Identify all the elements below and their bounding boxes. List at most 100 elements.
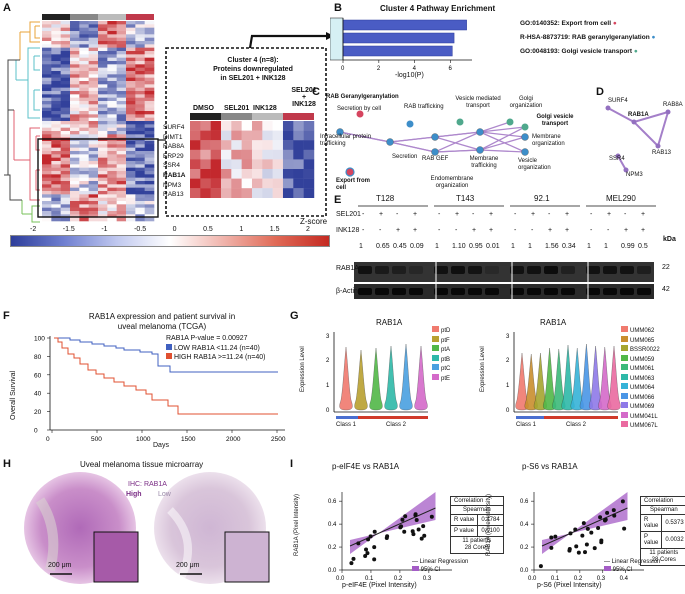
- heatmap-cell: [70, 64, 80, 68]
- heatmap-cell: [116, 91, 127, 95]
- heatmap-cell: [60, 77, 71, 82]
- heatmap-cell: [60, 34, 71, 38]
- i-point: [580, 533, 585, 538]
- heatmap-cell: [144, 197, 155, 202]
- heatmap-cell: [79, 114, 89, 118]
- heatmap-cell: [88, 47, 99, 52]
- heatmap-cell: [79, 64, 89, 68]
- zoom-heatmap-cell: [251, 188, 263, 198]
- c-node-intracellular: Intracellular protein trafficking: [320, 134, 372, 147]
- heatmap-cell: [107, 127, 117, 132]
- heatmap-cell: [98, 44, 108, 48]
- i-point: [592, 546, 597, 551]
- heatmap-cell: [107, 171, 117, 175]
- g-legend-right-swatch: [621, 411, 628, 418]
- heatmap-cell: [70, 104, 80, 108]
- zoom-heatmap-cell: [190, 169, 201, 179]
- e-sel201-sign: -: [590, 211, 593, 218]
- heatmap-cell: [116, 94, 127, 98]
- heatmap-cell: [144, 97, 155, 102]
- heatmap-cell: [98, 117, 108, 122]
- heatmap-cell: [88, 31, 99, 35]
- heatmap-cell: [70, 47, 80, 52]
- heatmap-cell: [144, 194, 155, 198]
- heatmap-cell: [144, 124, 155, 128]
- heatmap-cell: [126, 44, 136, 48]
- zoom-heatmap-cell: [190, 140, 201, 150]
- g-title-right: RAB1A: [540, 318, 567, 327]
- heatmap-cell: [42, 27, 52, 32]
- heatmap-cell: [107, 211, 117, 215]
- g-violin: [598, 346, 612, 411]
- heatmap-cell: [144, 104, 155, 108]
- heatmap-cell: [79, 111, 89, 115]
- e-sel201-sign: +: [641, 211, 646, 218]
- heatmap-cell: [116, 57, 127, 62]
- heatmap-cell: [126, 211, 136, 215]
- heatmap-cell: [98, 61, 108, 65]
- zt2: -1: [101, 226, 108, 233]
- heatmap-cell: [135, 207, 145, 212]
- heatmap-cell: [116, 121, 127, 125]
- heatmap-cell: [135, 131, 145, 135]
- heatmap-cell: [116, 131, 127, 135]
- heatmap-cell: [98, 164, 108, 168]
- heatmap-cell: [88, 94, 99, 98]
- g-violin: [399, 343, 413, 411]
- heatmap-cell: [116, 67, 127, 72]
- heatmap-cell: [107, 151, 117, 155]
- zt1: -1.5: [62, 226, 75, 233]
- zoom-heatmap-cell: [200, 188, 211, 198]
- heatmap-cell: [60, 27, 71, 32]
- heatmap-cell: [70, 171, 80, 175]
- e-quant: 1: [528, 243, 532, 250]
- i-ci-band: [350, 492, 436, 554]
- zoom-heatmap-cell: [293, 121, 304, 131]
- heatmap-cell: [116, 84, 127, 88]
- heatmap-cell: [144, 111, 155, 115]
- heatmap-cell: [107, 157, 117, 162]
- heatmap-cell: [126, 167, 136, 172]
- zoom-heatmap-cell: [303, 121, 315, 131]
- zoom-heatmap-cell: [251, 159, 263, 170]
- heatmap-cell: [42, 171, 52, 175]
- i-ytick: 0.4: [328, 522, 337, 528]
- zoom-heatmap-cell: [190, 188, 201, 198]
- zscore-colorbar: [10, 235, 330, 247]
- e-band-actin: [451, 288, 465, 295]
- heatmap-cell: [60, 174, 71, 178]
- e-line-t143: T143: [456, 194, 475, 203]
- heatmap-cell: [88, 134, 99, 138]
- zoom-heatmap-cell: [241, 188, 253, 198]
- heatmap-cell: [98, 174, 108, 178]
- g-ytick-right: 0: [506, 408, 510, 414]
- heatmap-cell: [107, 37, 117, 42]
- heatmap-cell: [51, 211, 61, 215]
- heatmap-cell: [88, 91, 99, 95]
- heatmap-cell: [51, 111, 61, 115]
- heatmap-cell: [60, 217, 71, 222]
- i-point: [574, 544, 579, 549]
- g-violin: [607, 345, 621, 411]
- f-xtick: 0: [46, 436, 50, 443]
- zoom-heatmap-cell: [241, 178, 253, 189]
- heatmap-cell: [70, 44, 80, 48]
- e-quant: 1: [359, 243, 363, 250]
- g-legend-left-swatch: [432, 345, 439, 351]
- g-legend-right-swatch: [621, 335, 628, 342]
- e-band-actin: [375, 288, 389, 295]
- heatmap-cell: [116, 217, 127, 222]
- heatmap-cell: [126, 201, 136, 205]
- heatmap-cell: [88, 187, 99, 192]
- c-node-vesicle-org: Vesicle organization: [518, 158, 551, 171]
- zoom-heatmap-cell: [231, 169, 242, 179]
- heatmap-cell: [60, 41, 71, 45]
- i-point: [596, 525, 601, 530]
- heatmap-cell: [70, 197, 80, 202]
- heatmap-cell: [79, 34, 89, 38]
- col-combo-1: SEL201: [291, 87, 317, 94]
- heatmap-cell: [88, 21, 99, 25]
- heatmap-cell: [98, 147, 108, 152]
- zoom-heatmap-cell: [200, 121, 211, 131]
